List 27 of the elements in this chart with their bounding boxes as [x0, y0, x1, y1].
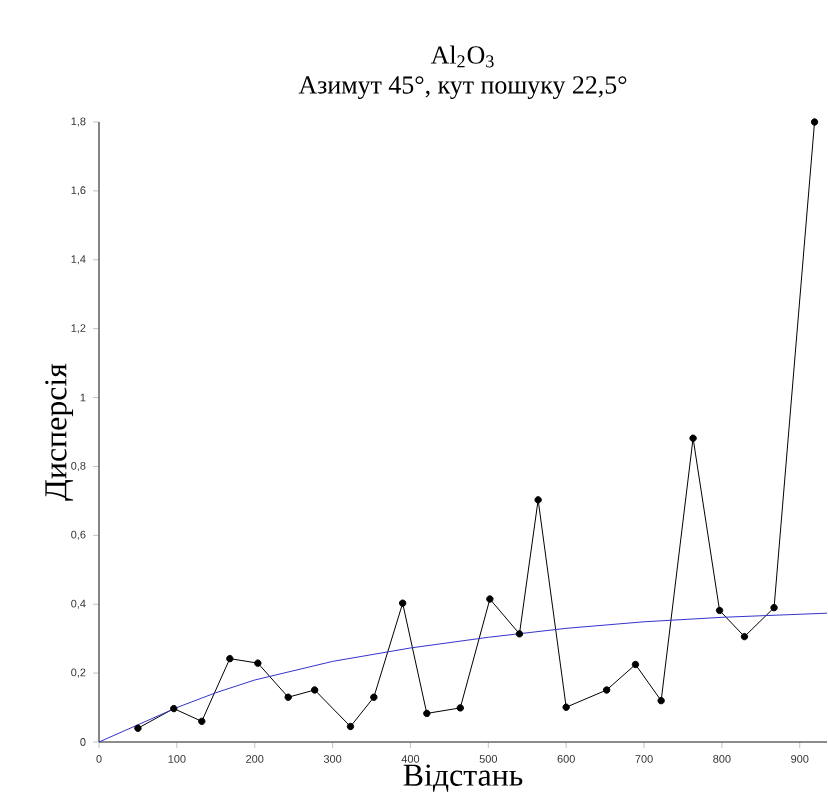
- point: [134, 724, 142, 732]
- point: [715, 606, 724, 615]
- point: [657, 696, 665, 705]
- point: [602, 686, 611, 694]
- point: [370, 693, 378, 701]
- point: [515, 630, 524, 638]
- point: [740, 632, 749, 641]
- point: [170, 704, 178, 713]
- point: [534, 496, 542, 504]
- point: [198, 717, 206, 726]
- point: [562, 703, 570, 711]
- point: [486, 595, 494, 603]
- point: [456, 704, 464, 712]
- point: [423, 709, 431, 718]
- point: [310, 686, 319, 694]
- point: [346, 722, 355, 731]
- point: [398, 599, 407, 607]
- point: [770, 603, 778, 612]
- chart-subtitle: Азимут 45°, кут пошуку 22,5°: [298, 76, 627, 100]
- chart-title: Al$_{2}$O$_{3}$: [430, 45, 494, 68]
- point: [689, 434, 697, 442]
- point: [631, 660, 640, 669]
- x-axis-title: Відстань: [403, 764, 523, 792]
- point: [810, 118, 819, 126]
- point: [284, 693, 292, 701]
- point: [254, 659, 262, 667]
- point: [226, 654, 234, 663]
